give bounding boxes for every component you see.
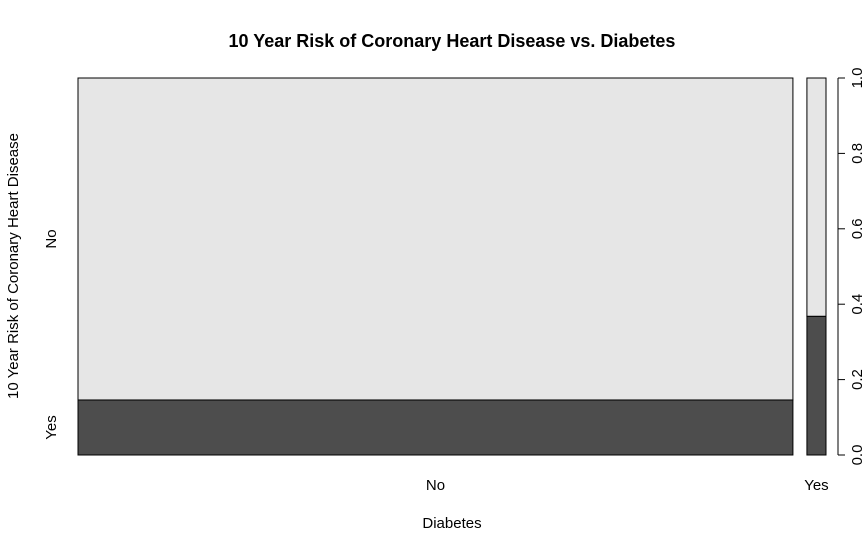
x-tick-label: No [426, 477, 445, 494]
right-axis-tick-label: 0.2 [849, 369, 866, 390]
bar-no-no [77, 77, 794, 401]
bar-no-yes [77, 399, 794, 456]
right-axis-tick-label: 0.8 [849, 143, 866, 164]
y-tick-label: No [43, 229, 60, 248]
right-axis-tick-label: 1.0 [849, 68, 866, 89]
x-tick-label: Yes [804, 477, 828, 494]
bar-yes-no [806, 77, 827, 317]
right-axis-tick-label: 0.4 [849, 294, 866, 315]
plot-area [77, 77, 827, 456]
right-axis: 0.0 0.2 0.4 0.6 0.8 1.0 [837, 68, 866, 466]
x-axis-label: Diabetes [422, 515, 481, 532]
y-tick-label: Yes [43, 415, 60, 439]
chart-title: 10 Year Risk of Coronary Heart Disease v… [229, 31, 676, 51]
x-axis-tick-labels: No Yes [426, 477, 829, 494]
y-axis-label: 10 Year Risk of Coronary Heart Disease [5, 133, 22, 399]
y-axis-tick-labels: Yes No [43, 229, 60, 439]
bar-yes-yes [806, 315, 827, 456]
right-axis-tick-label: 0.6 [849, 218, 866, 239]
right-axis-tick-label: 0.0 [849, 445, 866, 466]
